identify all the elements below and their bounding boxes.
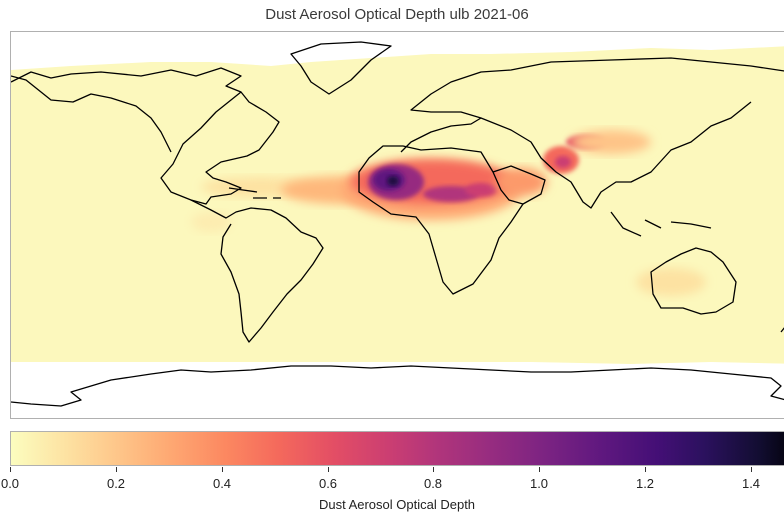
colorbar-tick (751, 467, 752, 472)
colorbar-tick (328, 467, 329, 472)
colorbar-tick (645, 467, 646, 472)
colorbar-tick-label: 0.8 (423, 476, 443, 491)
colorbar-tick (222, 467, 223, 472)
map-panel (10, 31, 784, 419)
colorbar-tick (539, 467, 540, 472)
colorbar-tick-label: 1.0 (529, 476, 549, 491)
colorbar-tick-label: 1.2 (635, 476, 655, 491)
colorbar-tick-label: 0.2 (106, 476, 126, 491)
world-map (11, 41, 784, 407)
colorbar-tick-label: 0.4 (212, 476, 232, 491)
colorbar-tick (433, 467, 434, 472)
colorbar (10, 431, 784, 466)
colorbar-tick-label: 0.6 (318, 476, 338, 491)
coastlines (11, 41, 784, 407)
colorbar-label: Dust Aerosol Optical Depth (318, 497, 476, 512)
colorbar-tick (10, 467, 11, 472)
chart-title: Dust Aerosol Optical Depth ulb 2021-06 (265, 6, 529, 23)
colorbar-tick-label: 1.4 (741, 476, 761, 491)
colorbar-tick (116, 467, 117, 472)
colorbar-tick-label: 0.0 (0, 476, 20, 491)
